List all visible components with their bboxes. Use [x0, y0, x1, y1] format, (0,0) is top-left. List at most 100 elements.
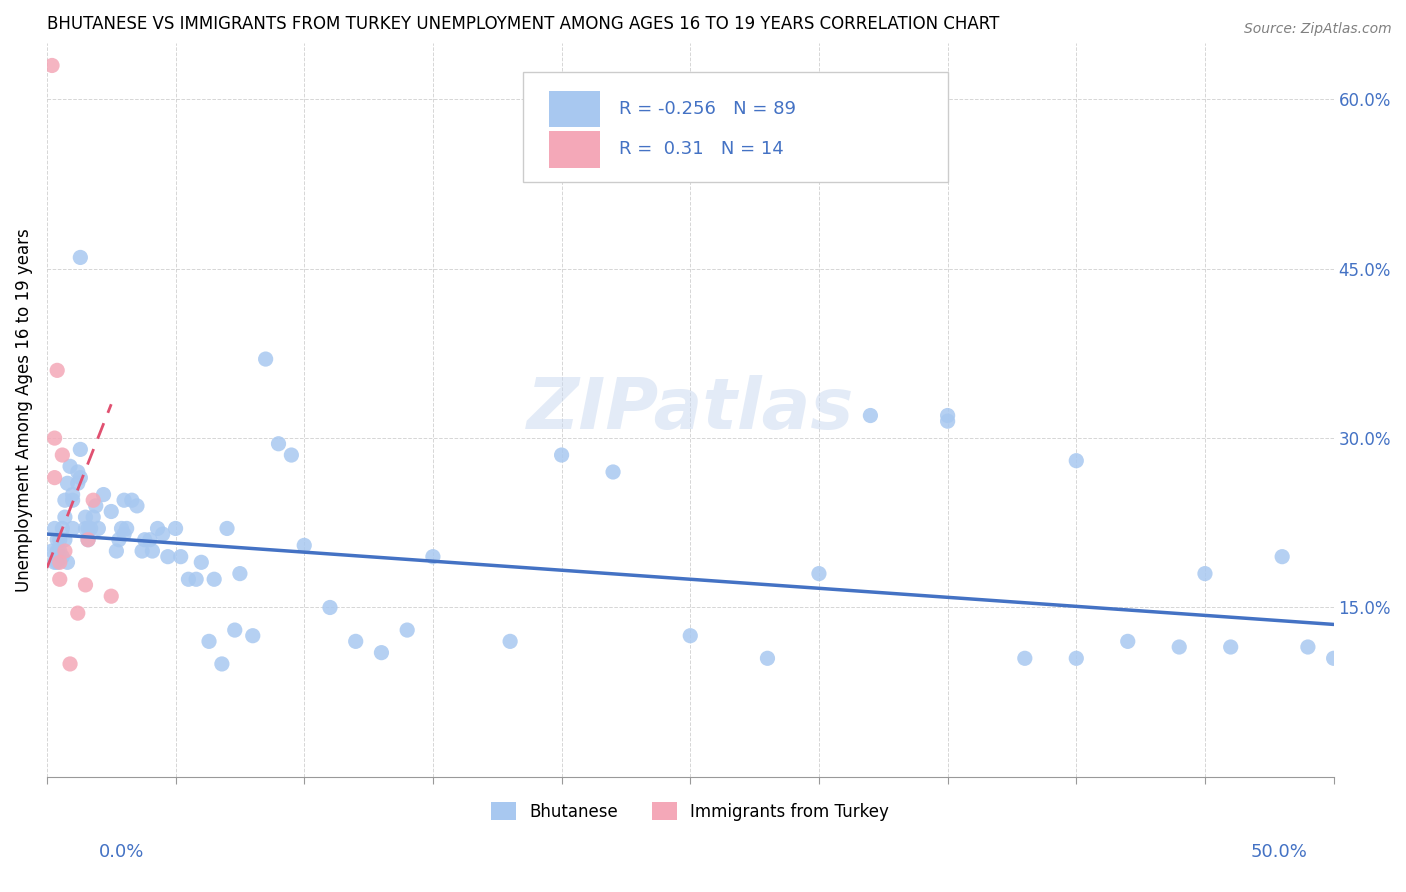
Point: [75, 578, 97, 592]
Point: [202, 572, 225, 586]
Point: [1014, 651, 1036, 665]
Point: [69, 251, 91, 265]
Text: 50.0%: 50.0%: [1251, 843, 1308, 861]
Point: [66, 465, 89, 479]
Point: [51, 448, 73, 462]
Point: [254, 352, 277, 367]
Bar: [548, 131, 600, 168]
Point: [602, 465, 624, 479]
Point: [242, 629, 264, 643]
Point: [396, 623, 419, 637]
Point: [215, 521, 238, 535]
Point: [859, 409, 882, 423]
Bar: [548, 91, 600, 128]
Point: [108, 533, 131, 547]
Point: [100, 589, 122, 603]
Text: ZIPatlas: ZIPatlas: [527, 376, 853, 444]
Point: [59, 657, 82, 671]
Point: [1323, 651, 1346, 665]
Point: [53, 533, 76, 547]
Point: [141, 544, 163, 558]
Legend: Bhutanese, Immigrants from Turkey: Bhutanese, Immigrants from Turkey: [485, 796, 896, 827]
Point: [1219, 640, 1241, 654]
Point: [79, 521, 101, 535]
Point: [170, 549, 193, 564]
Point: [51, 549, 73, 564]
Point: [53, 493, 76, 508]
Point: [49, 533, 72, 547]
Point: [134, 533, 156, 547]
Point: [46, 533, 69, 547]
Point: [131, 544, 153, 558]
Point: [936, 409, 959, 423]
Point: [53, 510, 76, 524]
Point: [77, 533, 100, 547]
Point: [62, 487, 84, 501]
Point: [49, 544, 72, 558]
Point: [267, 436, 290, 450]
Point: [156, 549, 179, 564]
Point: [41, 544, 63, 558]
Point: [319, 600, 342, 615]
Point: [198, 634, 221, 648]
Point: [75, 510, 97, 524]
Point: [93, 487, 115, 501]
Point: [1271, 549, 1294, 564]
Point: [550, 448, 572, 462]
Point: [224, 623, 246, 637]
Point: [77, 533, 100, 547]
Point: [165, 521, 187, 535]
Point: [46, 555, 69, 569]
Point: [112, 527, 135, 541]
Text: Source: ZipAtlas.com: Source: ZipAtlas.com: [1244, 22, 1392, 37]
Point: [1168, 640, 1191, 654]
Point: [1064, 651, 1087, 665]
Point: [370, 646, 392, 660]
Point: [211, 657, 233, 671]
Point: [44, 555, 66, 569]
Point: [499, 634, 522, 648]
Point: [51, 521, 73, 535]
Point: [53, 544, 76, 558]
Point: [59, 459, 82, 474]
Point: [1116, 634, 1139, 648]
Point: [46, 544, 69, 558]
Point: [69, 470, 91, 484]
Point: [1194, 566, 1216, 581]
Point: [280, 448, 302, 462]
Point: [139, 533, 162, 547]
Text: R =  0.31   N = 14: R = 0.31 N = 14: [620, 140, 785, 158]
Point: [229, 566, 252, 581]
Text: BHUTANESE VS IMMIGRANTS FROM TURKEY UNEMPLOYMENT AMONG AGES 16 TO 19 YEARS CORRE: BHUTANESE VS IMMIGRANTS FROM TURKEY UNEM…: [46, 15, 1000, 33]
Point: [344, 634, 367, 648]
Point: [56, 476, 79, 491]
Point: [62, 493, 84, 508]
Point: [112, 493, 135, 508]
Point: [177, 572, 200, 586]
Point: [66, 606, 89, 620]
Y-axis label: Unemployment Among Ages 16 to 19 years: Unemployment Among Ages 16 to 19 years: [15, 228, 32, 591]
Point: [422, 549, 444, 564]
Point: [84, 499, 107, 513]
Point: [110, 521, 132, 535]
Point: [679, 629, 702, 643]
Point: [100, 504, 122, 518]
FancyBboxPatch shape: [523, 72, 948, 182]
Point: [62, 521, 84, 535]
Point: [49, 555, 72, 569]
Point: [807, 566, 830, 581]
Point: [77, 521, 100, 535]
Point: [756, 651, 779, 665]
Point: [1064, 453, 1087, 467]
Point: [87, 521, 110, 535]
Point: [82, 510, 104, 524]
Point: [56, 555, 79, 569]
Text: 0.0%: 0.0%: [98, 843, 143, 861]
Text: R = -0.256   N = 89: R = -0.256 N = 89: [620, 100, 796, 118]
Point: [69, 442, 91, 457]
Point: [44, 431, 66, 445]
Point: [105, 544, 128, 558]
Point: [1296, 640, 1319, 654]
Point: [121, 493, 143, 508]
Point: [190, 555, 212, 569]
